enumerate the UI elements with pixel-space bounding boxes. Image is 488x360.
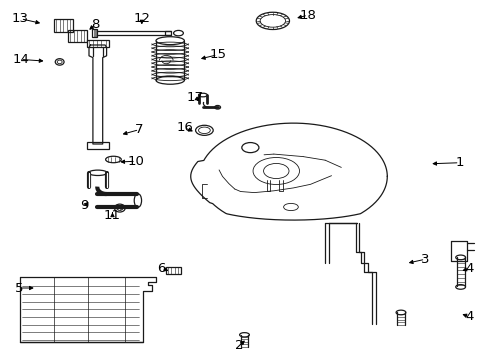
Text: 15: 15: [209, 48, 225, 61]
Text: 5: 5: [15, 282, 24, 294]
Text: 1: 1: [454, 156, 463, 169]
Text: 4: 4: [464, 262, 473, 275]
Text: 7: 7: [135, 123, 143, 136]
Text: 6: 6: [157, 262, 165, 275]
Text: 10: 10: [127, 155, 144, 168]
Bar: [166, 267, 181, 274]
Bar: [87, 40, 108, 47]
Text: 3: 3: [420, 253, 429, 266]
Text: 18: 18: [299, 9, 316, 22]
Bar: [164, 31, 171, 35]
Text: 16: 16: [176, 121, 193, 134]
Bar: [87, 142, 108, 149]
Text: 9: 9: [80, 199, 89, 212]
Bar: [68, 30, 87, 42]
Text: 11: 11: [104, 209, 121, 222]
Text: 12: 12: [133, 12, 150, 25]
Text: 17: 17: [186, 91, 203, 104]
Bar: [92, 29, 97, 37]
Text: 8: 8: [91, 18, 100, 31]
Text: 13: 13: [12, 12, 29, 25]
Bar: [54, 19, 73, 32]
Text: 14: 14: [12, 53, 29, 66]
Text: 4: 4: [464, 310, 473, 323]
Text: 2: 2: [235, 339, 244, 352]
